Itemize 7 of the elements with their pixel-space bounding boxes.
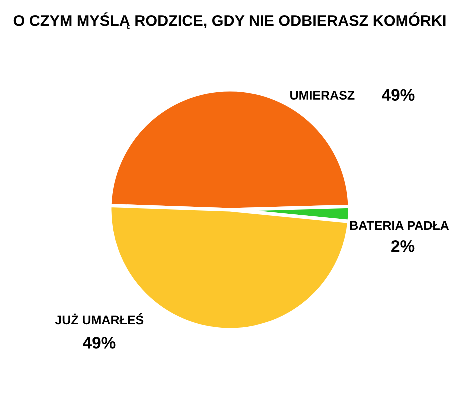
slice-label: UMIERASZ	[290, 91, 355, 100]
data-label: 49%	[382, 89, 415, 102]
data-label: 49%	[83, 337, 116, 349]
slice-label: BATERIA PADŁA	[350, 221, 450, 230]
slice-label: JUŻ UMARŁEŚ	[55, 313, 144, 325]
data-label: 2%	[392, 240, 415, 252]
chart-title: O CZYM MYŚLĄ RODZICE, GDY NIE ODBIERASZ KOMÓRKI	[14, 12, 446, 30]
